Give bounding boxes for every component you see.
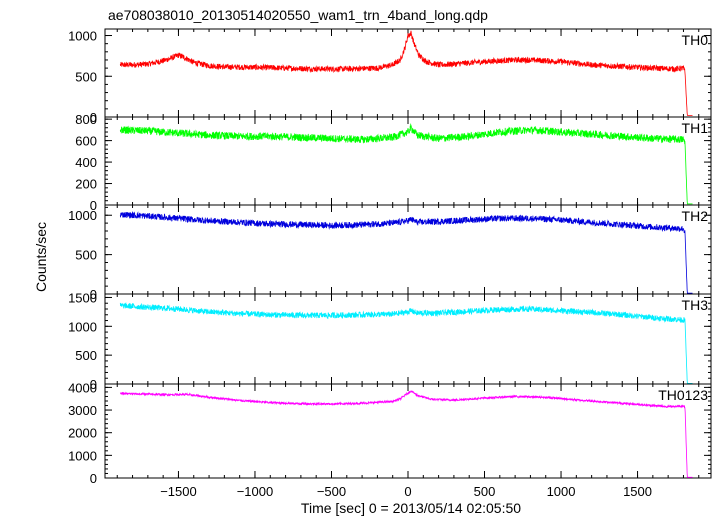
y-tick-label: 1000 [68,448,97,463]
panel-th3: 0 500 1000 1500 TH3 [68,290,712,392]
panel-frame [104,383,712,479]
x-tick-label: 0 [404,484,411,499]
panel-th0123: 0 1000 2000 3000 4000 TH0123 [68,380,712,486]
y-tick-label: 400 [75,155,97,170]
series-line-th0 [119,30,693,116]
y-tick-label: 3000 [68,403,97,418]
x-axis: −1500 −1000 −500 0 500 1000 1500 [160,484,652,499]
series-line-th2 [119,211,693,294]
y-tick-label: 500 [75,69,97,84]
panel-label-th2: TH2 [682,208,709,224]
panel-label-th3: TH3 [682,297,709,313]
panel-th0: 0 500 1000 TH0 [68,28,712,125]
y-tick-label: 1000 [68,29,97,44]
y-axis-title: Counts/sec [33,222,49,292]
x-tick-label: −1500 [160,484,197,499]
y-tick-label: 200 [75,177,97,192]
x-tick-label: 500 [474,484,496,499]
y-tick-label: 0 [90,377,97,392]
y-tick-label: 800 [75,112,97,127]
panel-label-th0: TH0 [682,32,709,48]
y-tick-label: 1000 [68,208,97,223]
y-tick-label: 4000 [68,380,97,395]
x-tick-label: 1500 [623,484,652,499]
x-axis-title: Time [sec] 0 = 2013/05/14 02:05:50 [301,500,521,516]
panel-label-th1: TH1 [682,120,709,136]
series-line-th3 [119,302,693,384]
panel-label-th0123: TH0123 [658,387,708,403]
panel-th1: 0 200 400 600 800 TH1 [75,112,712,213]
chart-title: ae708038010_20130514020550_wam1_trn_4ban… [108,7,488,23]
y-tick-label: 0 [90,110,97,125]
panel-frame [104,204,712,295]
x-tick-label: 1000 [547,484,576,499]
panels-layer: 0 500 1000 TH0 0 200 400 600 800 TH1 0 500 1000 TH2 0 5… [68,28,712,486]
y-tick-label: 1500 [68,290,97,305]
series-line-th1 [119,123,693,205]
panel-frame [104,28,712,118]
y-tick-label: 600 [75,134,97,149]
x-tick-label: −500 [317,484,346,499]
series-line-th0123 [119,390,693,478]
panel-th2: 0 500 1000 TH2 [68,204,712,302]
panel-frame [104,293,712,385]
y-tick-label: 0 [90,198,97,213]
y-tick-label: 500 [75,248,97,263]
y-tick-label: 2000 [68,426,97,441]
y-tick-label: 1000 [68,319,97,334]
y-tick-label: 500 [75,348,97,363]
y-tick-label: 0 [90,287,97,302]
x-tick-label: −1000 [237,484,274,499]
y-tick-label: 0 [90,471,97,486]
